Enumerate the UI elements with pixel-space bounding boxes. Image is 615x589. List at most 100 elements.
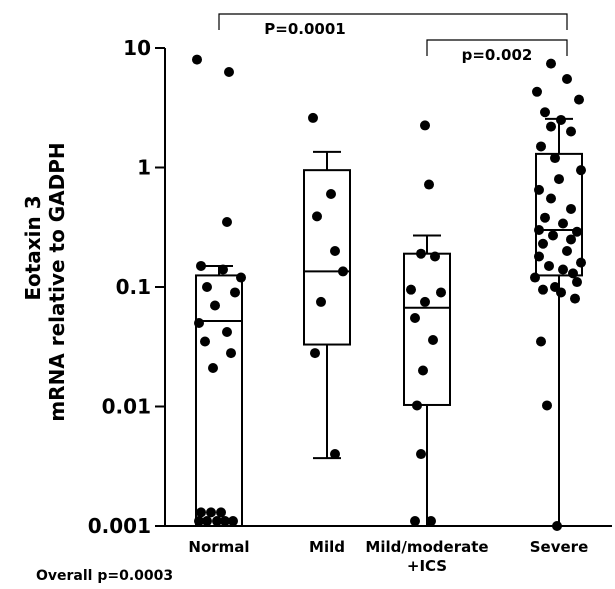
category-label: Normal bbox=[188, 538, 249, 556]
y-tick-label: 10 bbox=[123, 36, 151, 60]
data-point bbox=[236, 272, 246, 283]
data-point bbox=[534, 184, 544, 195]
box-iqr bbox=[403, 252, 451, 406]
data-point bbox=[532, 86, 542, 97]
box-iqr bbox=[535, 152, 583, 277]
data-point bbox=[546, 58, 556, 69]
significance-bracket bbox=[218, 13, 568, 30]
data-point bbox=[540, 212, 550, 223]
y-axis-label-line2: mRNA relative to GADPH bbox=[45, 142, 69, 421]
data-point bbox=[418, 365, 428, 376]
data-point bbox=[330, 246, 340, 257]
data-point bbox=[424, 179, 434, 190]
data-point bbox=[428, 335, 438, 346]
y-tick-label: 0.1 bbox=[116, 275, 151, 299]
data-point bbox=[216, 507, 226, 518]
data-point bbox=[218, 264, 228, 275]
data-point bbox=[330, 449, 340, 460]
data-point bbox=[556, 114, 566, 125]
data-point bbox=[540, 107, 550, 118]
data-point bbox=[534, 251, 544, 262]
data-point bbox=[568, 268, 578, 279]
data-point bbox=[228, 516, 238, 527]
data-point bbox=[552, 521, 562, 531]
data-point bbox=[410, 313, 420, 324]
data-point bbox=[416, 449, 426, 460]
data-point bbox=[220, 516, 230, 527]
data-point bbox=[412, 400, 422, 411]
data-point bbox=[548, 230, 558, 241]
data-point bbox=[554, 174, 564, 185]
data-point bbox=[576, 257, 586, 268]
y-tick-label: 1 bbox=[137, 156, 151, 180]
data-point bbox=[556, 287, 566, 298]
data-point bbox=[558, 218, 568, 229]
data-point bbox=[562, 74, 572, 85]
data-point bbox=[538, 284, 548, 295]
data-point bbox=[206, 507, 216, 518]
category-label: Severe bbox=[530, 538, 589, 556]
data-point bbox=[572, 226, 582, 237]
data-point bbox=[538, 238, 548, 249]
data-point bbox=[574, 94, 584, 105]
data-point bbox=[426, 516, 436, 527]
data-point bbox=[436, 287, 446, 298]
data-point bbox=[202, 282, 212, 292]
data-point bbox=[416, 248, 426, 259]
data-point bbox=[542, 400, 552, 411]
data-point bbox=[210, 300, 220, 311]
data-point bbox=[566, 203, 576, 214]
data-point bbox=[310, 348, 320, 359]
data-point bbox=[222, 327, 232, 338]
data-point bbox=[326, 189, 336, 200]
data-point bbox=[420, 296, 430, 307]
y-tick-label: 0.001 bbox=[88, 514, 151, 538]
data-point bbox=[208, 362, 218, 373]
data-point bbox=[530, 272, 540, 283]
category-label: Mild bbox=[309, 538, 345, 556]
data-point bbox=[550, 153, 560, 164]
data-point bbox=[562, 246, 572, 257]
data-point bbox=[196, 260, 206, 271]
box-iqr bbox=[303, 169, 351, 346]
data-point bbox=[558, 264, 568, 275]
data-point bbox=[230, 287, 240, 298]
significance-label: P=0.0001 bbox=[264, 20, 345, 38]
data-point bbox=[536, 141, 546, 152]
data-point bbox=[224, 66, 234, 77]
y-tick-label: 0.01 bbox=[102, 395, 151, 419]
category-label: +ICS bbox=[407, 557, 447, 575]
data-point bbox=[572, 277, 582, 288]
data-point bbox=[570, 293, 580, 304]
data-point bbox=[192, 54, 202, 65]
data-point bbox=[406, 284, 416, 295]
data-point bbox=[222, 216, 232, 227]
data-point bbox=[576, 165, 586, 176]
data-point bbox=[194, 317, 204, 328]
data-point bbox=[200, 336, 210, 347]
data-point bbox=[544, 260, 554, 271]
overall-p-value: Overall p=0.0003 bbox=[36, 568, 174, 584]
data-point bbox=[194, 516, 204, 527]
data-point bbox=[410, 516, 420, 527]
y-axis-label-line1: Eotaxin 3 bbox=[21, 195, 45, 300]
data-point bbox=[338, 266, 348, 277]
data-point bbox=[316, 296, 326, 307]
data-point bbox=[430, 251, 440, 262]
significance-label: p=0.002 bbox=[462, 46, 533, 64]
data-point bbox=[420, 120, 430, 131]
data-point bbox=[202, 516, 212, 527]
data-point bbox=[196, 507, 206, 518]
category-label: Mild/moderate bbox=[365, 538, 488, 556]
data-point bbox=[546, 121, 556, 132]
data-point bbox=[546, 193, 556, 204]
data-point bbox=[212, 516, 222, 527]
data-point bbox=[534, 224, 544, 235]
significance-bracket bbox=[426, 39, 568, 56]
data-point bbox=[226, 348, 236, 359]
data-point bbox=[312, 211, 322, 222]
data-point bbox=[566, 234, 576, 245]
data-point bbox=[308, 112, 318, 123]
box-iqr bbox=[195, 274, 243, 527]
